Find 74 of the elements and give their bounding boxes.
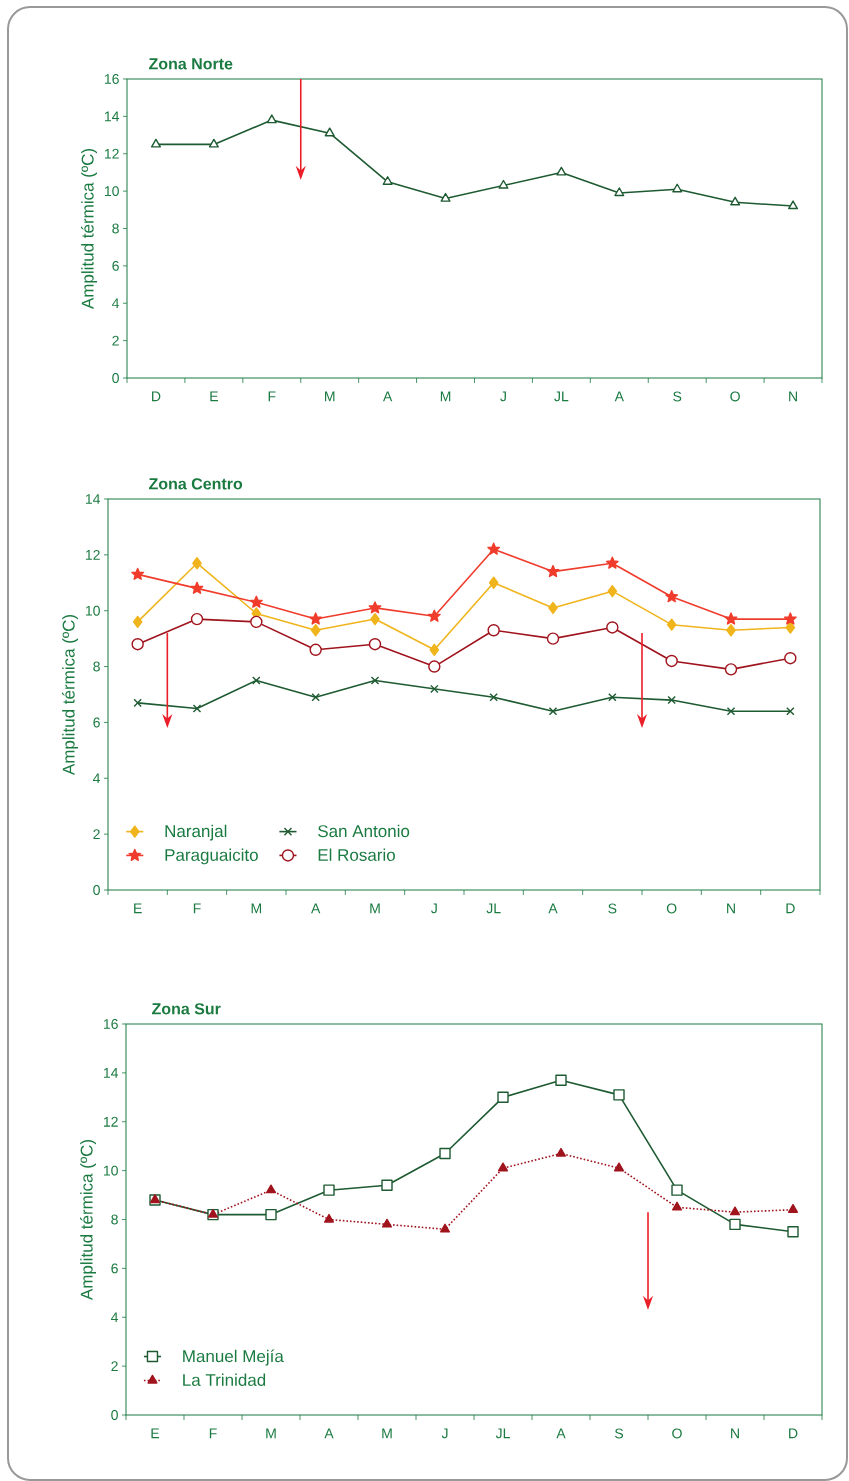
x-tick-label: E [134, 903, 142, 914]
y-tick-label: 6 [111, 1263, 118, 1274]
y-tick-label: 12 [104, 148, 119, 159]
y-tick-label: 14 [85, 494, 101, 504]
y-tick-label: 4 [92, 773, 101, 784]
chart-title: Zona Sur [152, 1003, 221, 1015]
y-tick-label: 2 [112, 335, 119, 346]
y-tick-label: 4 [110, 1312, 119, 1323]
x-tick-label: A [311, 903, 321, 914]
y-tick-label: 2 [93, 829, 100, 840]
y-tick-label: 0 [93, 885, 100, 895]
y-axis-title: Amplitud térmica (ºC) [79, 1140, 97, 1301]
legend-label: Paraguaicito [165, 848, 258, 865]
x-tick-label: JL [486, 903, 501, 914]
legend-label: San Antonio [318, 824, 410, 838]
x-tick-label: N [789, 391, 797, 402]
y-tick-label: 10 [85, 605, 100, 616]
y-tick-label: 0 [112, 373, 119, 383]
y-tick-label: 12 [85, 549, 100, 560]
y-tick-label: 8 [111, 1214, 118, 1225]
x-tick-label: O [672, 1428, 682, 1439]
x-tick-label: N [731, 1428, 739, 1439]
x-tick-label: A [614, 391, 624, 402]
chart-title: Zona Norte [149, 58, 233, 70]
x-tick-label: S [608, 903, 617, 914]
y-axis-title: Amplitud térmica (ºC) [80, 149, 98, 310]
x-tick-label: JL [554, 391, 569, 402]
y-tick-label: 10 [104, 186, 119, 197]
x-tick-label: S [673, 391, 682, 402]
y-axis-title: Amplitud térmica (ºC) [61, 615, 79, 776]
x-tick-label: F [268, 391, 276, 402]
y-tick-label: 0 [111, 1410, 118, 1420]
x-tick-label: A [382, 391, 393, 402]
legend-label: La Trinidad [183, 1373, 266, 1387]
legend-label: Naranjal [165, 824, 227, 841]
x-tick-label: A [556, 1428, 566, 1439]
y-tick-label: 14 [104, 111, 120, 122]
y-tick-label: 8 [112, 223, 119, 234]
x-tick-label: D [786, 903, 795, 914]
x-tick-label: M [251, 903, 262, 914]
x-tick-label: F [209, 1428, 217, 1439]
x-tick-label: E [151, 1428, 160, 1439]
x-tick-label: J [500, 391, 506, 402]
x-tick-label: M [266, 1428, 276, 1439]
x-tick-label: F [193, 903, 201, 914]
y-tick-label: 16 [104, 74, 119, 84]
legend-label: Manuel Mejía [183, 1349, 284, 1366]
y-tick-label: 6 [112, 260, 119, 271]
x-tick-label: O [730, 391, 740, 402]
x-tick-label: E [210, 391, 218, 402]
x-tick-label: S [614, 1428, 624, 1439]
x-tick-label: M [370, 903, 380, 914]
y-tick-label: 16 [103, 1019, 118, 1029]
chart-title: Zona Centro [149, 478, 243, 490]
x-tick-label: A [324, 1428, 334, 1439]
x-tick-label: JL [495, 1428, 510, 1439]
x-tick-label: D [789, 1428, 798, 1439]
x-tick-label: J [441, 1428, 448, 1439]
y-tick-label: 10 [103, 1165, 118, 1176]
x-tick-label: M [440, 391, 451, 402]
x-tick-label: M [382, 1428, 392, 1439]
x-tick-label: D [152, 391, 161, 402]
y-tick-label: 8 [93, 661, 100, 672]
x-tick-label: M [325, 391, 335, 402]
y-tick-label: 14 [103, 1068, 119, 1078]
x-tick-label: O [666, 903, 677, 914]
x-tick-label: J [431, 903, 437, 914]
x-tick-label: N [727, 903, 735, 914]
y-tick-label: 2 [111, 1361, 118, 1372]
x-tick-label: A [548, 903, 558, 914]
y-tick-label: 4 [112, 298, 120, 309]
legend-label: El Rosario [318, 848, 395, 862]
y-tick-label: 6 [93, 717, 100, 728]
y-tick-label: 12 [103, 1116, 118, 1127]
